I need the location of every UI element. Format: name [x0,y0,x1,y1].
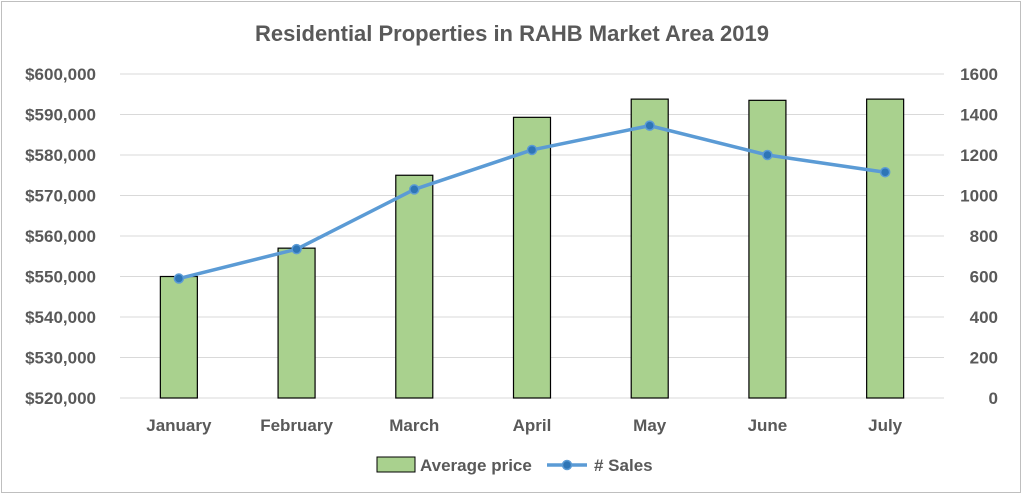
right-axis-tick-label: 800 [970,227,998,246]
sales-marker [644,120,655,131]
right-axis-tick-label: 200 [970,349,998,368]
x-axis-category-label: May [633,416,667,435]
legend: Average price # Sales [376,456,653,475]
x-axis-category-label: July [868,416,903,435]
right-axis-tick-label: 400 [970,308,998,327]
right-axis-tick-label: 600 [970,268,998,287]
bar [159,275,198,399]
left-axis-tick-label: $540,000 [25,308,96,327]
left-axis-tick-label: $600,000 [25,65,96,84]
sales-marker [879,166,891,178]
right-axis-tick-label: 1400 [960,106,998,125]
bar [748,99,787,399]
bar-series-average-price [159,98,905,399]
right-axis-tick-label: 1200 [960,146,998,165]
left-axis-tick-label: $550,000 [25,268,96,287]
sales-marker [173,273,185,284]
x-axis-category-label: February [260,416,333,435]
x-axis-category-label: April [513,416,552,435]
left-axis-tick-label: $590,000 [25,106,96,125]
left-axis-tick-label: $520,000 [25,389,96,408]
sales-marker [291,243,302,255]
left-axis-tick-label: $560,000 [25,227,96,246]
sales-marker [526,144,538,156]
chart-title: Residential Properties in RAHB Market Ar… [255,21,769,46]
x-axis-category-label: March [389,416,439,435]
right-axis-tick-label: 0 [989,389,998,408]
bar [395,174,434,399]
left-axis-tick-labels: $520,000 $530,000 $540,000 $550,000 $560,000… [25,65,96,408]
sales-marker [762,149,773,161]
bar [512,116,552,399]
x-axis-category-label: June [748,416,788,435]
legend-swatch-average-price [376,456,416,473]
legend-swatch-sales-marker [561,459,573,471]
bar [866,98,905,399]
right-axis-tick-labels: 0 200 400 600 800 1000 1200 1400 1600 [960,65,998,408]
legend-label-average-price: Average price [420,456,532,475]
right-axis-tick-label: 1000 [960,187,998,206]
left-axis-tick-label: $570,000 [25,187,96,206]
bar [277,247,316,399]
left-axis-tick-label: $580,000 [25,146,96,165]
bar [630,98,669,399]
legend-label-sales: # Sales [594,456,653,475]
line-series-sales [173,120,891,284]
sales-marker [409,184,420,195]
left-axis-tick-label: $530,000 [25,349,96,368]
x-axis-category-label: January [146,416,212,435]
right-axis-tick-label: 1600 [960,65,998,84]
x-axis-category-labels: January February March April May June July [146,416,902,435]
